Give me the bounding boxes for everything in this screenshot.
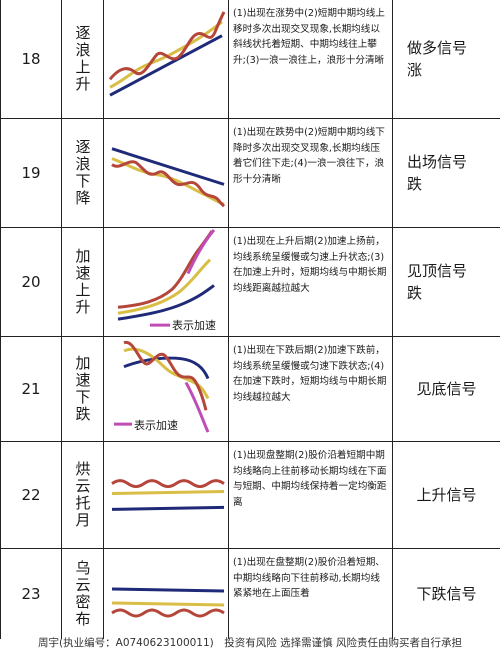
long-ma-line bbox=[111, 587, 225, 593]
pattern-chart: 表示加速 bbox=[104, 228, 229, 336]
mid-ma-line bbox=[111, 601, 225, 607]
signal-label: 做多信号涨 bbox=[407, 39, 468, 79]
pattern-name: 逐浪上升 bbox=[73, 25, 92, 93]
legend-label: 表示加速 bbox=[172, 319, 216, 332]
pattern-description: (1)出现在跌势中(2)短期中期均线下降时多次出现交叉现象,长期均线压着它们往下… bbox=[229, 119, 393, 227]
pattern-name: 烘云托月 bbox=[73, 461, 92, 529]
signal-label: 上升信号 bbox=[416, 486, 477, 504]
pattern-description: (1)出现在盘整期(2)股价沿着短期、中期均线略向下往前移动,长期均线紧紧地在上… bbox=[229, 549, 393, 639]
pattern-name: 逐浪下降 bbox=[73, 139, 92, 207]
legend-label: 表示加速 bbox=[134, 419, 178, 432]
long-ma-line bbox=[109, 34, 223, 97]
pattern-chart: 表示加速 bbox=[104, 337, 229, 441]
short-ma-line bbox=[111, 608, 225, 618]
short-ma-line bbox=[123, 340, 208, 411]
row-number: 20 bbox=[0, 228, 62, 336]
pattern-chart bbox=[104, 0, 229, 118]
pattern-name: 加速下跌 bbox=[73, 355, 92, 423]
row-number: 18 bbox=[0, 0, 62, 118]
row-number: 21 bbox=[0, 337, 62, 441]
pattern-name: 加速上升 bbox=[73, 248, 92, 316]
table-row: 21 加速下跌 表示加速 (1)出现在下跌后期(2)加速下跌前，均线系统呈缓慢或… bbox=[0, 337, 500, 442]
row-number: 19 bbox=[0, 119, 62, 227]
mid-ma-line bbox=[117, 258, 212, 315]
long-ma-line bbox=[111, 505, 225, 511]
table-row: 20 加速上升 表示加速 (1)出现在上升后期(2)加速上扬前，均线系统呈缓慢或… bbox=[0, 228, 500, 337]
mid-ma-line bbox=[111, 490, 225, 495]
signal-label: 出场信号跌 bbox=[407, 153, 468, 193]
long-ma-line bbox=[117, 284, 215, 321]
table-row: 22 烘云托月 (1)出现盘整期(2)股价沿着短期中期均线略向上往前移动长期均线… bbox=[0, 442, 500, 549]
table-row: 18 逐浪上升 (1)出现在涨势中(2)短期中期均线上移时多次出现交叉现象,长期… bbox=[0, 0, 500, 119]
pattern-chart bbox=[104, 549, 229, 639]
signal-label: 见底信号 bbox=[416, 380, 477, 398]
pattern-chart bbox=[104, 442, 229, 548]
pattern-chart bbox=[104, 119, 229, 227]
short-ma-line bbox=[108, 11, 226, 81]
pattern-description: (1)出现盘整期(2)股价沿着短期中期均线略向上往前移动长期均线在下面与短期、中… bbox=[229, 442, 393, 548]
row-number: 22 bbox=[0, 442, 62, 548]
short-ma-line bbox=[111, 160, 226, 208]
pattern-description: (1)出现在下跌后期(2)加速下跌前，均线系统呈缓慢或匀速下跌状态;(4) 在加… bbox=[229, 337, 394, 441]
long-ma-line bbox=[111, 147, 225, 186]
pattern-description: (1)出现在涨势中(2)短期中期均线上移时多次出现交叉现象,长期均线以斜线状托着… bbox=[229, 0, 393, 118]
short-ma-line bbox=[111, 479, 225, 489]
signal-label: 见顶信号跌 bbox=[407, 262, 468, 302]
pattern-name: 乌云密布 bbox=[73, 560, 92, 628]
signal-label: 下跌信号 bbox=[416, 585, 477, 603]
pattern-description: (1)出现在上升后期(2)加速上扬前，均线系统呈缓慢或匀速上升状态;(3)在加速… bbox=[229, 228, 393, 336]
mid-ma-line bbox=[111, 157, 225, 206]
row-number: 23 bbox=[0, 549, 62, 639]
mid-ma-line bbox=[109, 20, 223, 89]
accel-line bbox=[186, 229, 216, 275]
accel-line bbox=[184, 381, 210, 433]
disclaimer-footer: 周宇(执业编号：A0740623100011) 投资有风险 选择需谨慎 风险责任… bbox=[38, 637, 462, 649]
table-row: 19 逐浪下降 (1)出现在跌势中(2)短期中期均线下降时多次出现交叉现象,长期… bbox=[0, 119, 500, 228]
table-row: 23 乌云密布 (1)出现在盘整期(2)股价沿着短期、中期均线略向下往前移动,长… bbox=[0, 549, 500, 639]
